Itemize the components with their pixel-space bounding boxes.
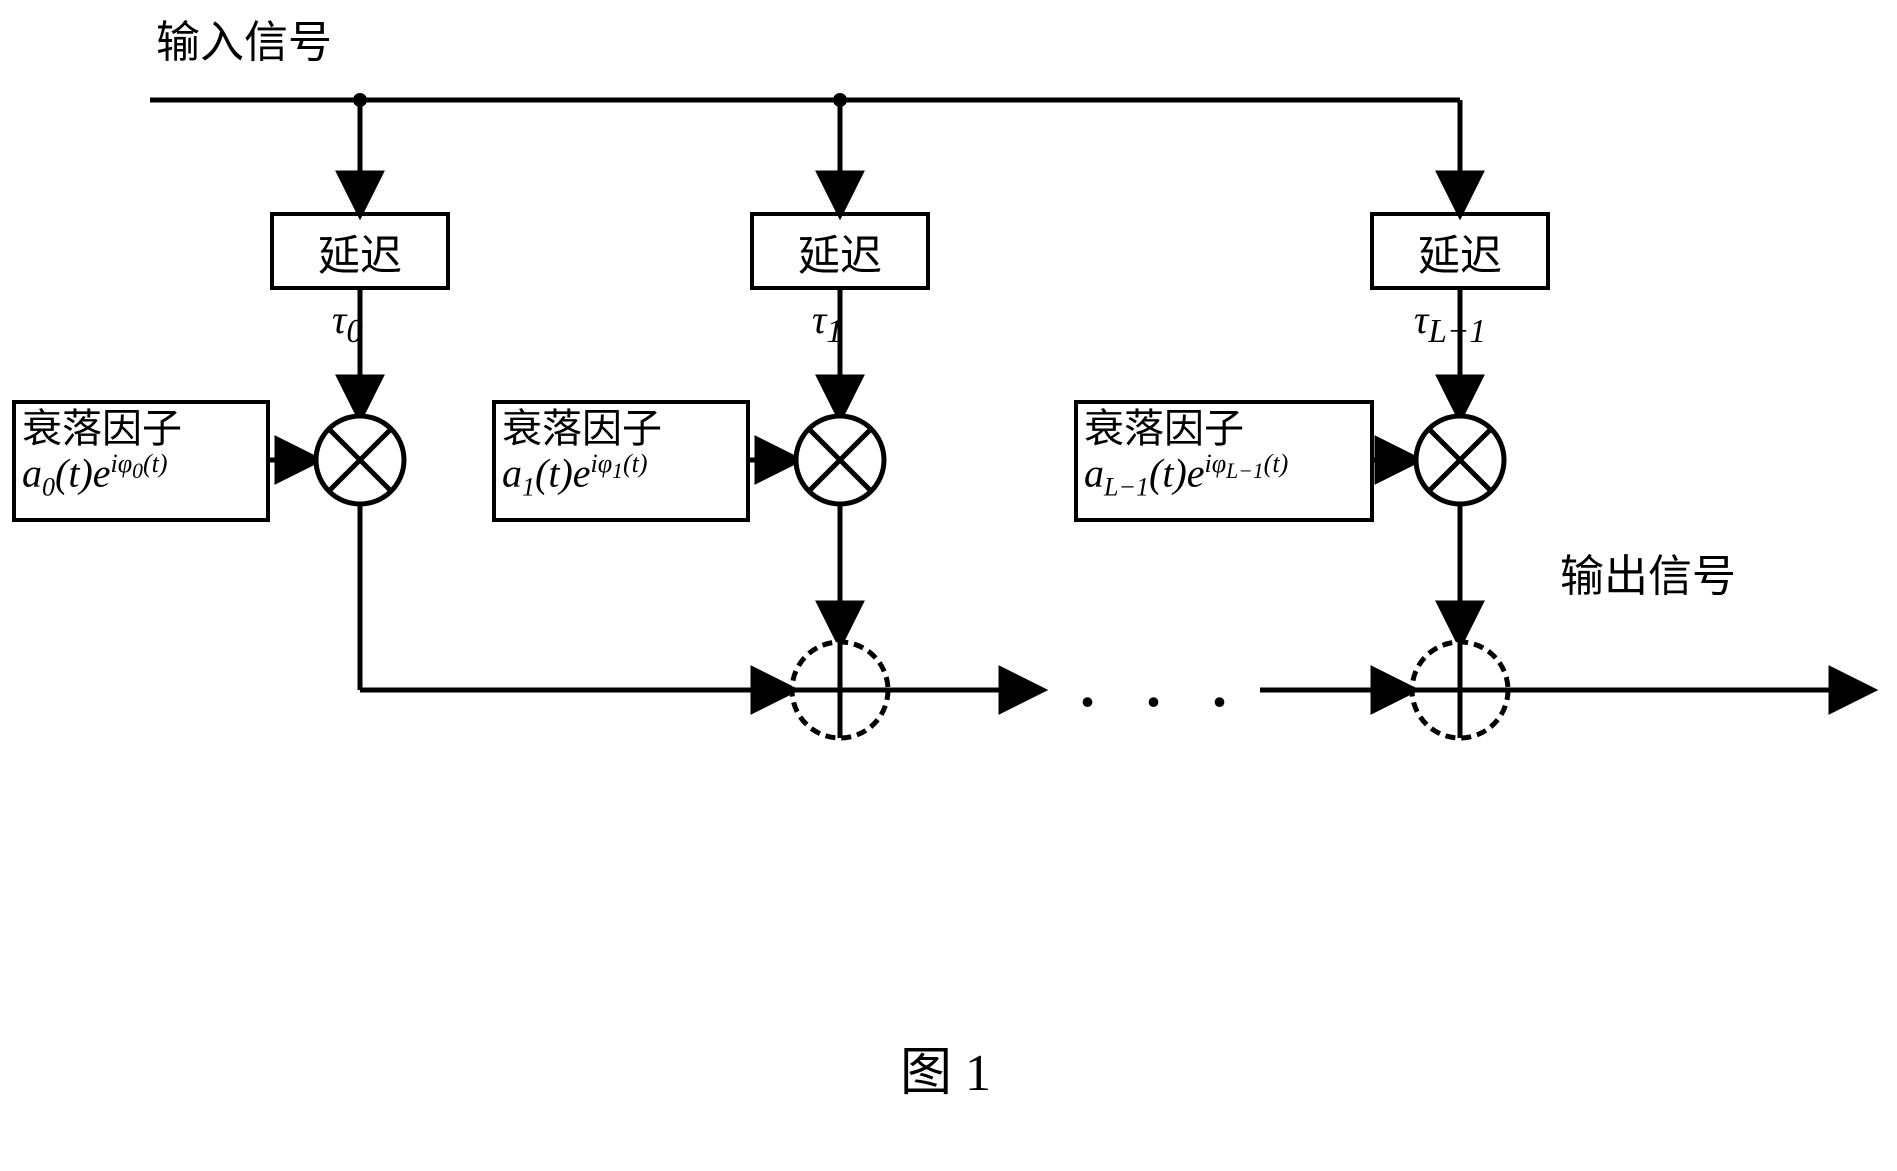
output-signal-label: 输出信号 [1560, 540, 1736, 604]
fading-factor-expr-L1: aL−1(t)eiφL−1(t) [1084, 450, 1364, 501]
delay-label-1: 延迟 [798, 234, 882, 280]
fading-factor-box-0: 衰落因子 a0(t)eiφ0(t) [12, 400, 270, 522]
delay-box-1: 延迟 [750, 212, 930, 290]
delay-label-0: 延迟 [318, 234, 402, 280]
multiplier-L1 [1416, 416, 1504, 504]
ellipsis: . . . [1080, 652, 1245, 721]
fading-factor-label-L1: 衰落因子 [1084, 408, 1364, 450]
delay-tau-0: τ0 [332, 296, 363, 351]
fading-factor-label-1: 衰落因子 [502, 408, 740, 450]
input-signal-label: 输入信号 [156, 6, 332, 70]
summer-L1 [1412, 642, 1508, 738]
summer-1 [792, 642, 888, 738]
delay-box-L1: 延迟 [1370, 212, 1550, 290]
fading-factor-expr-0: a0(t)eiφ0(t) [22, 450, 260, 501]
figure-caption: 图 1 [900, 1030, 991, 1105]
fading-factor-box-L1: 衰落因子 aL−1(t)eiφL−1(t) [1074, 400, 1374, 522]
multiplier-0 [316, 416, 404, 504]
delay-tau-1: τ1 [812, 296, 843, 351]
multiplier-1 [796, 416, 884, 504]
delay-tau-L1: τL−1 [1414, 296, 1486, 351]
delay-label-L1: 延迟 [1418, 234, 1502, 280]
fading-factor-label-0: 衰落因子 [22, 408, 260, 450]
delay-box-0: 延迟 [270, 212, 450, 290]
fading-factor-box-1: 衰落因子 a1(t)eiφ1(t) [492, 400, 750, 522]
fading-factor-expr-1: a1(t)eiφ1(t) [502, 450, 740, 501]
